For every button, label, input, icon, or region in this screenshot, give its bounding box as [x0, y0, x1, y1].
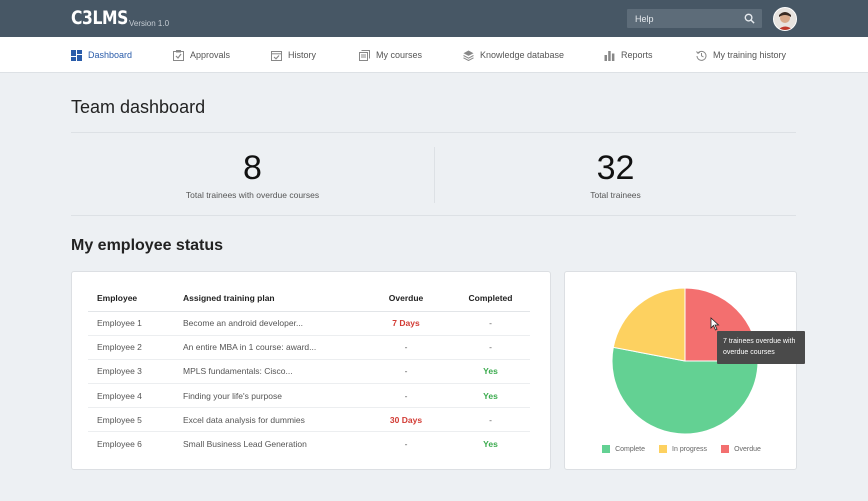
top-bar: C3LMS Version 1.0: [0, 0, 868, 37]
cell-completed: -: [451, 311, 530, 336]
nav-dashboard-label: Dashboard: [88, 50, 133, 60]
pie-slice-complete[interactable]: [611, 346, 759, 435]
nav-my-courses-label: My courses: [376, 50, 423, 60]
section-title: My employee status: [71, 237, 224, 254]
help-search-box: [627, 9, 762, 28]
nav-my-training-history[interactable]: My training history: [696, 37, 786, 73]
table-row[interactable]: Employee 4 Finding your life's purpose -…: [88, 383, 530, 409]
cell-employee: Employee 6: [97, 439, 142, 450]
cell-completed: -: [451, 407, 530, 433]
status-pie-card: 7 trainees overdue with overdue courses …: [564, 271, 805, 470]
legend-item-in-progress[interactable]: In progress: [659, 445, 707, 453]
pie-slice-in-progress[interactable]: [612, 287, 686, 362]
search-icon[interactable]: [744, 13, 755, 24]
page-title: Team dashboard: [71, 97, 206, 117]
cell-plan[interactable]: An entire MBA in 1 course: award...: [183, 335, 361, 360]
cell-plan[interactable]: Small Business Lead Generation: [183, 439, 307, 450]
stat-label: Total trainees: [590, 190, 641, 200]
stat-label: Total trainees with overdue courses: [185, 190, 320, 200]
table-row[interactable]: Employee 5 Excel data analysis for dummi…: [88, 407, 530, 433]
help-search-input[interactable]: [627, 9, 739, 28]
stat-value: 32: [596, 149, 635, 187]
user-avatar[interactable]: [773, 7, 797, 31]
stats-panel: 8 Total trainees with overdue courses 32…: [71, 132, 796, 216]
main-nav: Dashboard Approvals History My courses: [0, 37, 868, 73]
nav-reports[interactable]: Reports: [604, 37, 653, 73]
stat-divider: [434, 147, 435, 203]
cell-overdue: -: [361, 335, 451, 360]
nav-dashboard[interactable]: Dashboard: [71, 37, 132, 73]
stat-overdue-trainees: 8 Total trainees with overdue courses: [71, 133, 434, 200]
nav-history[interactable]: History: [271, 37, 316, 73]
nav-my-training-history-label: My training history: [713, 50, 787, 60]
bar-chart-icon: [604, 50, 615, 61]
nav-knowledge-database[interactable]: Knowledge database: [463, 37, 564, 73]
nav-reports-label: Reports: [621, 50, 653, 60]
col-training-plan: Assigned training plan: [183, 286, 361, 312]
mouse-cursor-icon: [710, 317, 720, 331]
table-header-row: Employee Assigned training plan Overdue …: [88, 286, 530, 312]
nav-knowledge-database-label: Knowledge database: [480, 50, 565, 60]
table-row[interactable]: Employee 6 Small Business Lead Generatio…: [88, 432, 530, 456]
clock-history-icon: [696, 50, 707, 61]
cell-overdue: -: [404, 439, 408, 450]
dashboard-icon: [71, 49, 82, 61]
nav-approvals-label: Approvals: [190, 50, 231, 60]
col-overdue: Overdue: [361, 286, 451, 312]
app-version: Version 1.0: [129, 19, 170, 28]
table-row[interactable]: Employee 2 An entire MBA in 1 course: aw…: [88, 335, 530, 360]
stat-value: 8: [243, 149, 262, 187]
cell-plan[interactable]: MPLS fundamentals: Cisco...: [183, 359, 361, 385]
cell-plan[interactable]: Finding your life's purpose: [183, 383, 361, 409]
calendar-check-icon: [271, 50, 282, 61]
employee-status-card: Employee Assigned training plan Overdue …: [71, 271, 551, 470]
status-pie-chart: [611, 287, 759, 435]
pie-legend: Complete In progress Overdue: [565, 445, 798, 453]
cell-overdue: -: [361, 359, 451, 385]
nav-approvals[interactable]: Approvals: [173, 37, 230, 73]
col-employee: Employee: [88, 286, 183, 312]
app-logo[interactable]: C3LMS: [71, 7, 128, 29]
approvals-icon: [173, 49, 184, 61]
cell-employee: Employee 2: [88, 335, 183, 360]
table-row[interactable]: Employee 1 Become an android developer..…: [88, 311, 530, 336]
cell-completed: Yes: [483, 439, 498, 450]
cell-completed: Yes: [451, 359, 530, 385]
table-row[interactable]: Employee 3 MPLS fundamentals: Cisco... -…: [88, 359, 530, 385]
cell-completed: Yes: [451, 383, 530, 409]
legend-label: In progress: [672, 445, 708, 453]
cell-overdue: -: [361, 383, 451, 409]
courses-icon: [359, 49, 370, 61]
legend-item-overdue[interactable]: Overdue: [721, 445, 761, 453]
nav-my-courses[interactable]: My courses: [359, 37, 422, 73]
cell-employee: Employee 1: [88, 311, 183, 336]
cell-plan[interactable]: Become an android developer...: [183, 311, 361, 336]
cell-completed: -: [451, 335, 530, 360]
cell-overdue: 30 Days: [361, 407, 451, 433]
legend-swatch: [659, 445, 668, 453]
cell-overdue: 7 Days: [361, 311, 451, 336]
legend-swatch: [721, 445, 730, 453]
layers-icon: [463, 50, 474, 61]
cell-employee: Employee 5: [88, 407, 183, 433]
cell-employee: Employee 3: [88, 359, 183, 385]
pie-tooltip: 7 trainees overdue with overdue courses: [717, 331, 805, 364]
legend-item-complete[interactable]: Complete: [602, 445, 645, 453]
user-avatar-icon: [774, 8, 796, 30]
legend-swatch: [602, 445, 611, 453]
legend-label: Overdue: [734, 445, 761, 453]
cell-plan[interactable]: Excel data analysis for dummies: [183, 407, 361, 433]
stat-total-trainees: 32 Total trainees: [434, 133, 797, 200]
cell-employee: Employee 4: [88, 383, 183, 409]
col-completed: Completed: [451, 286, 530, 312]
nav-history-label: History: [288, 50, 317, 60]
legend-label: Complete: [615, 445, 646, 453]
employee-status-table: Employee Assigned training plan Overdue …: [88, 286, 530, 456]
